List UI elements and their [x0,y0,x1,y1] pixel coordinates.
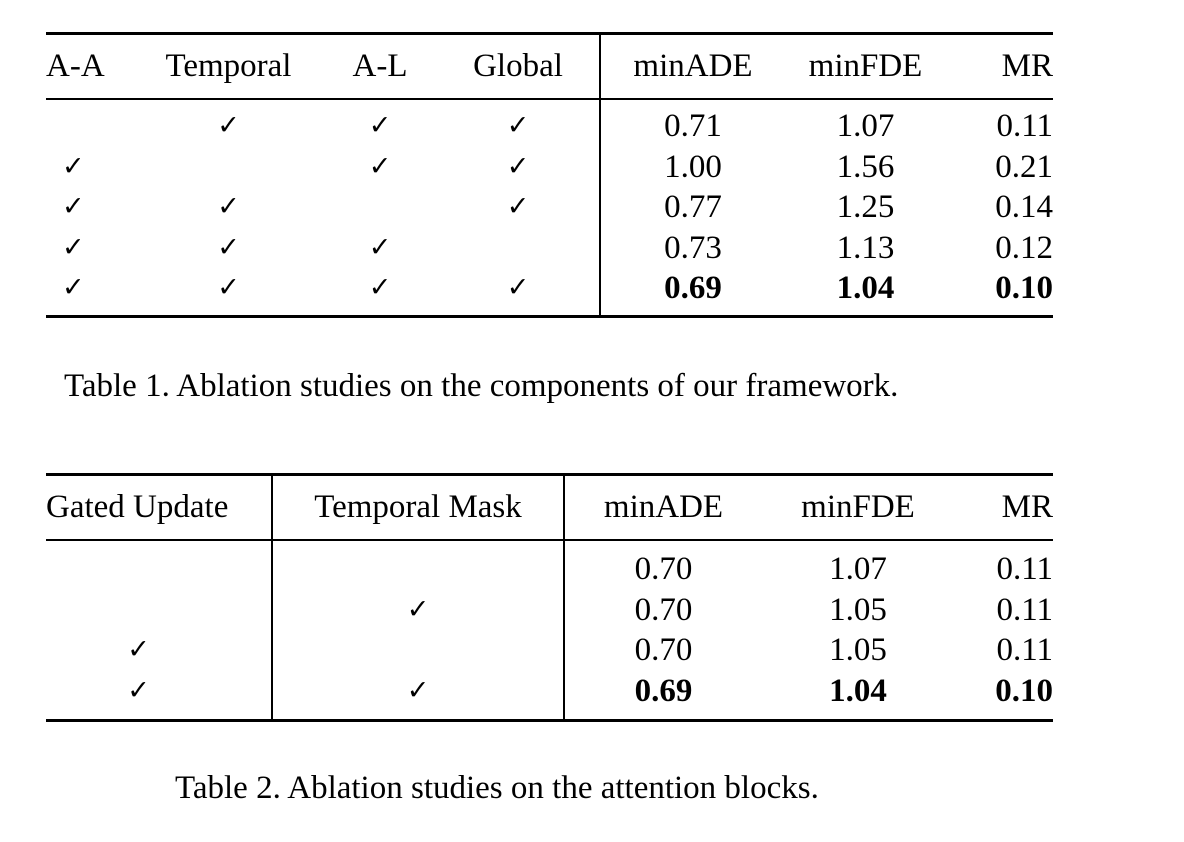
minade-cell: 0.77 [599,187,785,228]
check-cell: ✓ [506,272,530,303]
table-header-row: A-A Temporal A-L Global minADE minFDE MR [46,33,1053,100]
minfde-cell: 1.04 [829,672,887,709]
col-header-minfde: minFDE [785,33,946,100]
check-cell [271,630,564,671]
table-header-row: Gated Update Temporal Mask minADE minFDE… [46,474,1053,541]
table-row-best: ✓ ✓ 0.69 1.04 0.10 [46,670,1053,721]
col-header-mr: MR [946,33,1053,100]
col-header-minfde: minFDE [762,474,954,541]
check-cell: ✓ [217,191,240,222]
minade-cell: 0.73 [599,227,785,268]
check-cell [437,228,600,269]
check-cell [271,540,564,590]
mr-cell: 0.11 [996,108,1053,144]
table-row: ✓ 0.70 1.05 0.11 [46,630,1053,671]
minfde-cell: 1.05 [829,632,887,668]
check-cell: ✓ [271,670,564,721]
col-header-global: Global [437,33,600,100]
minfde-cell: 1.13 [836,229,895,266]
table-row: ✓ ✓ ✓ 0.73 1.13 0.12 [46,227,1053,269]
check-cell: ✓ [62,150,85,182]
check-cell: ✓ [506,191,530,222]
table-1-caption: Table 1. Ablation studies on the compone… [64,368,899,404]
check-cell: ✓ [62,231,85,263]
check-cell: ✓ [271,589,564,630]
check-cell: ✓ [127,634,150,665]
minade-cell: 1.00 [599,146,785,187]
check-cell: ✓ [217,231,240,263]
minade-cell: 0.69 [599,268,785,316]
ablation-components-table: A-A Temporal A-L Global minADE minFDE MR… [46,32,1053,318]
mr-cell: 0.11 [996,632,1053,668]
table-row: ✓ ✓ ✓ 1.00 1.56 0.21 [46,146,1053,188]
check-cell: ✓ [506,110,530,141]
col-header-temporal: Temporal [134,33,323,100]
mr-cell: 0.21 [995,148,1053,185]
minfde-cell: 1.56 [836,148,895,185]
minfde-cell: 1.25 [836,189,895,225]
mr-cell: 0.10 [995,672,1053,709]
mr-cell: 0.12 [995,229,1053,266]
check-cell [46,99,134,147]
check-cell [134,147,323,188]
check-cell: ✓ [368,150,392,182]
col-header-minade: minADE [563,474,762,541]
minade-cell: 0.70 [563,540,762,590]
check-cell: ✓ [217,110,240,141]
table-row: ✓ ✓ ✓ 0.71 1.07 0.11 [46,99,1053,147]
col-header-minade: minADE [599,33,785,100]
mr-cell: 0.11 [996,591,1053,628]
check-cell: ✓ [62,272,85,303]
table-row-best: ✓ ✓ ✓ ✓ 0.69 1.04 0.10 [46,268,1053,316]
check-cell: ✓ [368,231,392,263]
table-row: ✓ 0.70 1.05 0.11 [46,589,1053,631]
minade-cell: 0.70 [563,630,762,671]
check-cell: ✓ [368,272,392,303]
check-cell: ✓ [217,272,240,303]
col-header-gated-update: Gated Update [46,474,272,541]
col-header-mr: MR [954,474,1053,541]
table-row: ✓ ✓ ✓ 0.77 1.25 0.14 [46,187,1053,228]
col-header-temporal-mask: Temporal Mask [271,474,564,541]
check-cell: ✓ [62,191,85,222]
table-2-caption: Table 2. Ablation studies on the attenti… [175,770,819,806]
mr-cell: 0.11 [996,551,1053,587]
check-cell [323,187,437,228]
col-header-a-l: A-L [323,33,437,100]
check-cell [46,590,272,631]
mr-cell: 0.14 [995,189,1053,225]
ablation-attention-table: Gated Update Temporal Mask minADE minFDE… [46,473,1053,722]
minade-cell: 0.70 [563,589,762,630]
minfde-cell: 1.04 [836,270,895,306]
minade-cell: 0.69 [563,670,762,721]
check-cell [46,540,272,590]
minfde-cell: 1.07 [836,108,895,144]
minade-cell: 0.71 [599,99,785,147]
check-cell: ✓ [368,110,392,141]
col-header-a-a: A-A [46,33,134,100]
check-cell: ✓ [127,674,150,706]
mr-cell: 0.10 [995,270,1053,306]
minfde-cell: 1.07 [829,551,887,587]
minfde-cell: 1.05 [829,591,887,628]
table-row: 0.70 1.07 0.11 [46,540,1053,590]
check-cell: ✓ [506,150,530,182]
